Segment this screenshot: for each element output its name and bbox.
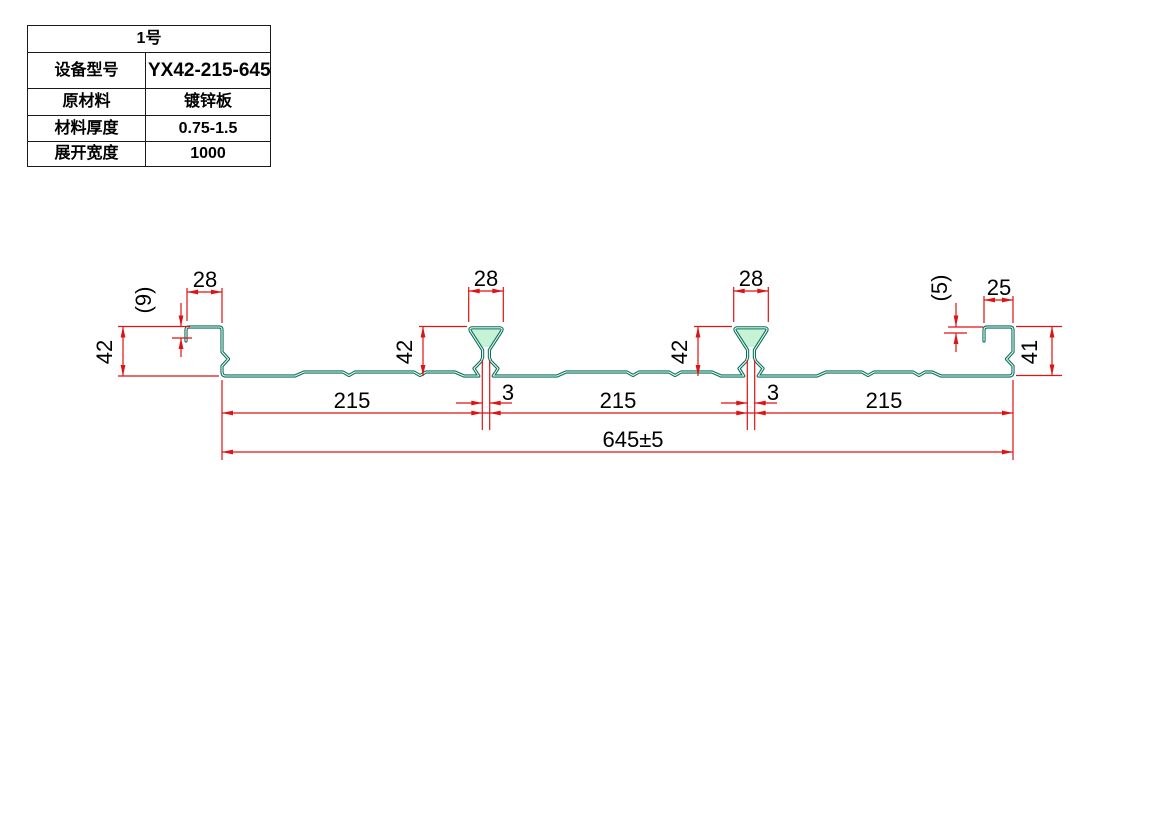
spec-table: 1号 设备型号 YX42-215-645 原材料 镀锌板 材料厚度 0.75-1… <box>27 25 271 167</box>
dim-rib1-height-label: 42 <box>392 340 417 364</box>
row-thickness-value: 0.75-1.5 <box>145 115 271 142</box>
dim-left-lip: (9) <box>131 287 192 357</box>
dim-left-flange-label: 28 <box>193 267 217 292</box>
dim-rib2-top: 28 <box>733 266 769 322</box>
sheet-profile <box>184 325 1015 378</box>
dim-rib1-top-label: 28 <box>474 266 498 291</box>
dim-rib2-gap: 3 <box>721 360 779 430</box>
dim-left-flange: 28 <box>186 267 223 323</box>
dim-left-height: 42 <box>92 325 219 377</box>
row-width-value: 1000 <box>145 141 271 167</box>
dim-rib1-top: 28 <box>468 266 504 322</box>
dim-overall-label: 645±5 <box>602 427 663 452</box>
dim-spans: 215 215 215 <box>221 380 1014 460</box>
rib2-fill <box>735 328 767 347</box>
dim-rib1-height: 42 <box>392 325 467 376</box>
dim-rib2-top-label: 28 <box>739 266 763 291</box>
rib1-fill <box>470 328 502 347</box>
row-model-label: 设备型号 <box>27 52 146 89</box>
dim-right-lip-label: (5) <box>927 275 952 302</box>
dim-rib2-gap-label: 3 <box>767 380 779 405</box>
dim-span1-label: 215 <box>334 388 371 413</box>
dim-rib1-gap: 3 <box>456 360 514 430</box>
dim-span3-label: 215 <box>866 388 903 413</box>
row-material-value: 镀锌板 <box>145 88 271 116</box>
dim-span2-label: 215 <box>600 388 637 413</box>
dim-left-height-label: 42 <box>92 340 117 364</box>
dim-right-flange: 25 <box>983 275 1014 323</box>
table-title: 1号 <box>27 25 271 53</box>
dim-rib2-height: 42 <box>667 325 732 376</box>
dim-right-height-label: 41 <box>1017 340 1042 364</box>
dim-overall: 645±5 <box>222 427 1013 455</box>
dim-right-height: 41 <box>1016 325 1062 377</box>
dim-right-flange-label: 25 <box>987 275 1011 300</box>
profile-core-line <box>185 326 1014 377</box>
dim-rib1-gap-label: 3 <box>502 380 514 405</box>
profile-outline <box>184 325 1015 378</box>
dim-right-lip: (5) <box>927 275 983 352</box>
row-width-label: 展开宽度 <box>27 141 146 167</box>
row-material-label: 原材料 <box>27 88 146 116</box>
dim-left-lip-label: (9) <box>131 287 156 314</box>
dim-rib2-height-label: 42 <box>667 340 692 364</box>
